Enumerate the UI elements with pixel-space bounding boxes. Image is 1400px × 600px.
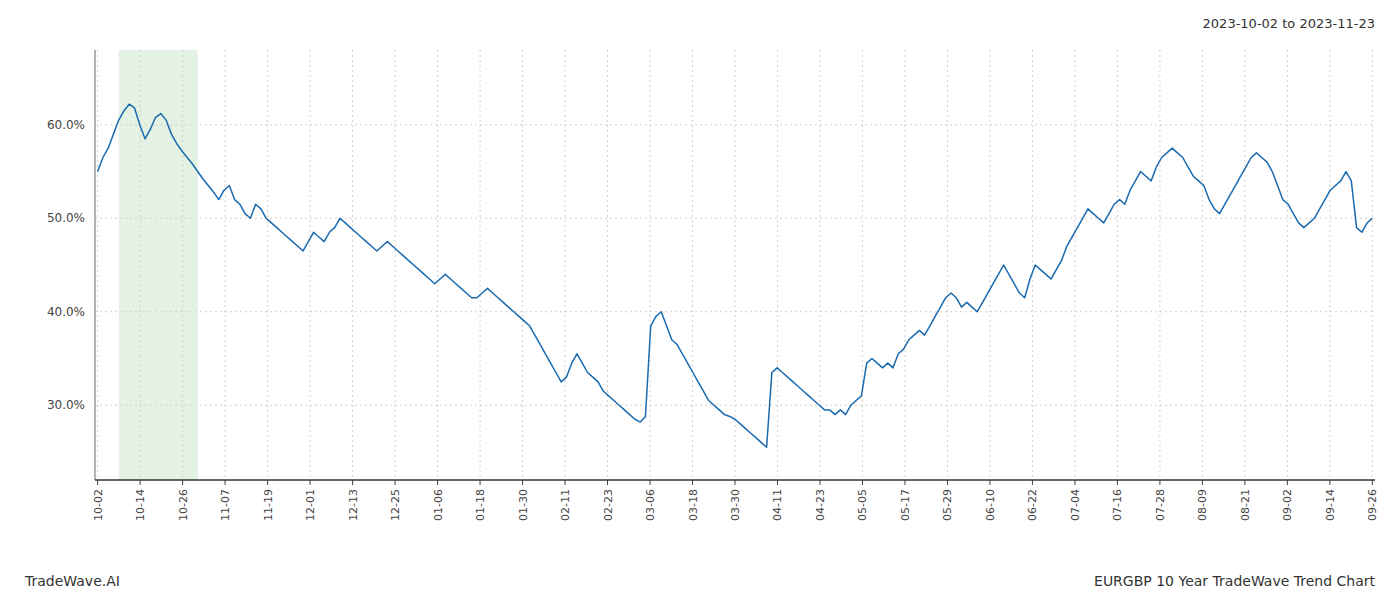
x-tick-label: 12-25 bbox=[389, 489, 402, 521]
x-axis-line bbox=[95, 479, 1375, 481]
x-grid-line bbox=[395, 50, 396, 480]
x-tick-label: 04-23 bbox=[814, 489, 827, 521]
x-grid-line bbox=[1117, 50, 1118, 480]
chart: 30.0% 40.0% 50.0% 60.0% 10-02 10-14 10-26 11-07… bbox=[0, 0, 1400, 600]
x-tick-label: 09-14 bbox=[1324, 489, 1337, 521]
y-tick-label: 30.0% bbox=[47, 398, 85, 412]
x-grid-line bbox=[862, 50, 863, 480]
y-grid-line bbox=[95, 218, 1375, 219]
x-tick-label: 02-11 bbox=[559, 489, 572, 521]
x-tick-label: 03-18 bbox=[687, 489, 700, 521]
x-grid-line bbox=[1074, 50, 1075, 480]
x-grid-line bbox=[650, 50, 651, 480]
x-tick-label: 12-13 bbox=[347, 489, 360, 521]
x-tick-label: 01-06 bbox=[432, 489, 445, 521]
x-grid-line bbox=[565, 50, 566, 480]
x-tick-label: 10-14 bbox=[134, 489, 147, 521]
x-grid-line bbox=[1329, 50, 1330, 480]
x-grid-line bbox=[1244, 50, 1245, 480]
x-tick-label: 08-09 bbox=[1196, 489, 1209, 521]
x-tick-label: 06-22 bbox=[1026, 489, 1039, 521]
x-tick-label: 10-26 bbox=[177, 489, 190, 521]
x-grid-line bbox=[225, 50, 226, 480]
x-tick-label: 04-11 bbox=[771, 489, 784, 521]
line-series bbox=[98, 104, 1373, 447]
x-grid-line bbox=[692, 50, 693, 480]
x-tick-label: 01-30 bbox=[517, 489, 530, 521]
x-grid-line bbox=[437, 50, 438, 480]
x-grid-line bbox=[97, 50, 98, 480]
x-tick-label: 06-10 bbox=[984, 489, 997, 521]
x-tick-label: 11-07 bbox=[219, 489, 232, 521]
x-tick-label: 02-23 bbox=[602, 489, 615, 521]
footer-left: TradeWave.AI bbox=[24, 573, 120, 589]
x-grid-line bbox=[989, 50, 990, 480]
x-tick-label: 01-18 bbox=[474, 489, 487, 521]
x-grid-line bbox=[1372, 50, 1373, 480]
footer-right: EURGBP 10 Year TradeWave Trend Chart bbox=[1094, 573, 1375, 589]
x-grid-line bbox=[947, 50, 948, 480]
x-grid-line bbox=[607, 50, 608, 480]
x-grid-line bbox=[182, 50, 183, 480]
x-grid-line bbox=[1202, 50, 1203, 480]
x-tick-label: 11-19 bbox=[262, 489, 275, 521]
title: 2023-10-02 to 2023-11-23 bbox=[1203, 16, 1375, 31]
x-grid-line bbox=[352, 50, 353, 480]
y-tick-label: 50.0% bbox=[47, 211, 85, 225]
background bbox=[0, 0, 1400, 600]
x-tick-label: 05-17 bbox=[899, 489, 912, 521]
x-grid-line bbox=[480, 50, 481, 480]
x-grid-line bbox=[1159, 50, 1160, 480]
x-grid-line bbox=[735, 50, 736, 480]
x-grid-line bbox=[310, 50, 311, 480]
x-grid-line bbox=[819, 50, 820, 480]
x-tick-label: 05-05 bbox=[856, 489, 869, 521]
y-tick-label: 40.0% bbox=[47, 305, 85, 319]
x-tick-label: 07-16 bbox=[1111, 489, 1124, 521]
plot-area bbox=[95, 50, 1375, 480]
y-tick-label: 60.0% bbox=[47, 118, 85, 132]
x-tick-label: 07-28 bbox=[1154, 489, 1167, 521]
x-grid-line bbox=[777, 50, 778, 480]
x-grid-line bbox=[1287, 50, 1288, 480]
x-tick-label: 07-04 bbox=[1069, 489, 1082, 521]
x-tick-label: 10-02 bbox=[92, 489, 105, 521]
x-tick-label: 03-30 bbox=[729, 489, 742, 521]
x-tick-label: 12-01 bbox=[304, 489, 317, 521]
x-tick-label: 08-21 bbox=[1239, 489, 1252, 521]
x-grid-line bbox=[267, 50, 268, 480]
x-grid-line bbox=[904, 50, 905, 480]
y-axis-line bbox=[95, 50, 96, 480]
x-grid-line bbox=[522, 50, 523, 480]
x-tick-label: 05-29 bbox=[941, 489, 954, 521]
x-tick-label: 09-02 bbox=[1281, 489, 1294, 521]
shaded-region bbox=[119, 50, 198, 480]
x-tick-label: 03-06 bbox=[644, 489, 657, 521]
x-grid-line bbox=[1032, 50, 1033, 480]
x-tick-label: 09-26 bbox=[1366, 489, 1379, 521]
x-grid-line bbox=[140, 50, 141, 480]
